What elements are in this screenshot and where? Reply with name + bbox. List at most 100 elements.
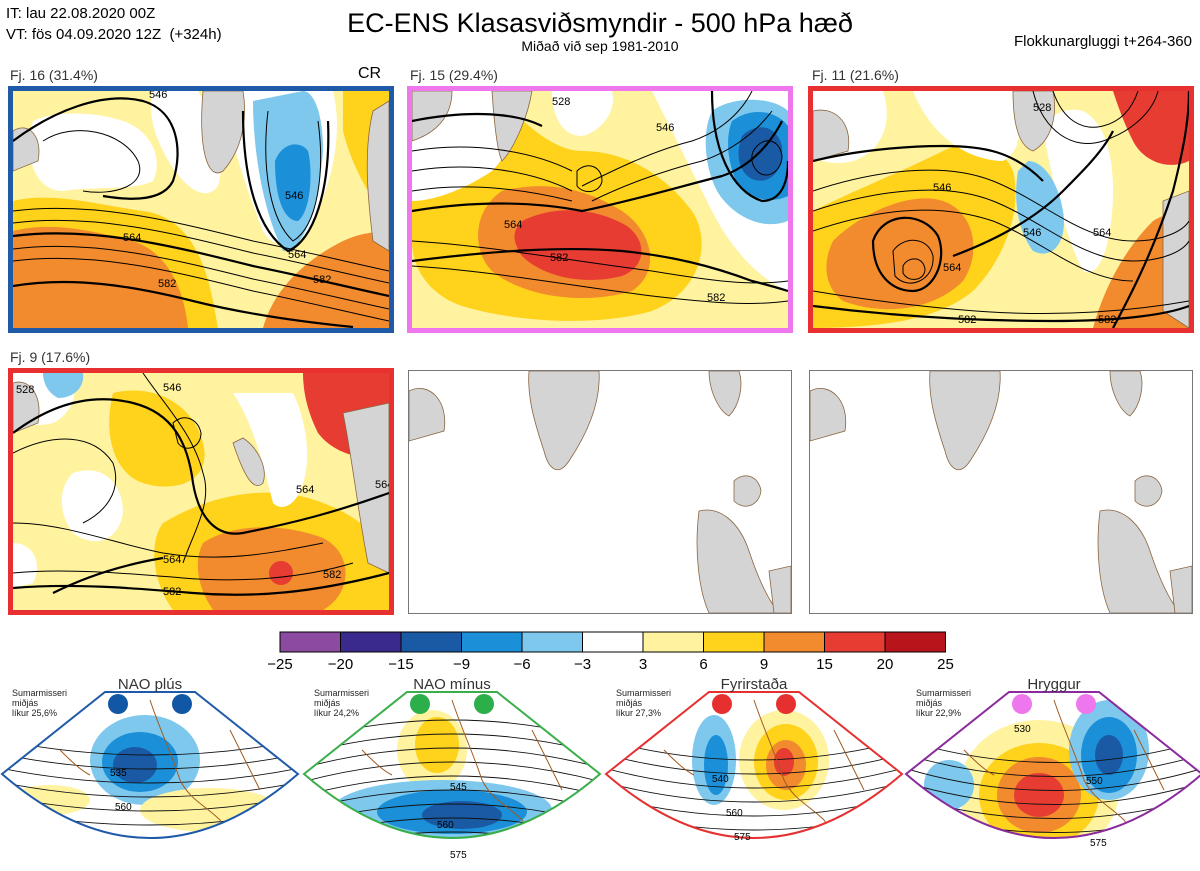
panel-3-contour-label: 582: [958, 314, 976, 326]
panel-4-contour-label: 546: [163, 382, 181, 394]
regime-markers: [410, 694, 494, 714]
valid-time: VT: fös 04.09.2020 12Z (+324h): [6, 26, 222, 43]
colorbar-swatch: [884, 631, 946, 653]
init-time: IT: lau 22.08.2020 00Z: [6, 5, 156, 22]
colorbar: [279, 631, 946, 653]
panel-2-contour-label: 582: [707, 292, 725, 304]
regime-probability: Sumarmisseri miðjás líkur 27,3%: [616, 688, 672, 718]
regime-contour-label: 550: [1086, 776, 1103, 787]
colorbar-tick-label: −25: [267, 656, 293, 673]
regime-contour-label: 575: [1090, 838, 1107, 849]
regime-dot: [1012, 694, 1032, 714]
regime-dot: [474, 694, 494, 714]
cluster-map-2: 528 546 564 582 582: [407, 86, 793, 333]
panel-4-contour-label: 528: [16, 384, 34, 396]
regime-title: Hryggur: [1027, 676, 1081, 693]
regime-dot: [108, 694, 128, 714]
colorbar-tick-label: 15: [816, 656, 833, 673]
panel-1-contour-label: 582: [158, 278, 176, 290]
colorbar-tick-label: −3: [573, 656, 592, 673]
panel-1-contour-label: 546: [149, 91, 167, 101]
regime-map: 530 550 575: [904, 691, 1200, 849]
chart-subtitle: Miðað við sep 1981-2010: [521, 38, 679, 54]
regime-contour-label: 575: [450, 850, 467, 861]
panel-2-contour-label: 528: [552, 96, 570, 108]
regime-contour-label: 545: [450, 782, 467, 793]
classification-window: Flokkunargluggi t+264-360: [1013, 33, 1192, 50]
regime-title: Fyrirstaða: [720, 676, 788, 693]
panel-3-contour-label: 582: [1098, 314, 1116, 326]
colorbar-swatch: [763, 631, 825, 653]
colorbar-swatch: [279, 631, 341, 653]
panel-4-contour-label: 564: [375, 479, 389, 491]
regime-probability: Sumarmisseri miðjás líkur 25,6%: [12, 688, 68, 718]
colorbar-swatch: [461, 631, 523, 653]
cluster-map-3: 528 546 546 564 564 582 582: [808, 86, 1194, 333]
colorbar-tick-label: 25: [937, 656, 954, 673]
colorbar-tick-label: 9: [759, 656, 769, 673]
regime-frame: [302, 691, 602, 839]
regime-probability: Sumarmisseri miðjás líkur 24,2%: [314, 688, 370, 718]
regime-contour-label: 535: [110, 768, 127, 779]
regime-markers: [1012, 694, 1096, 714]
colorbar-tick-label: 20: [876, 656, 894, 673]
panel-2-label: Fj. 15 (29.4%): [410, 67, 498, 83]
colorbar-swatch: [400, 631, 462, 653]
regime-dot: [776, 694, 796, 714]
colorbar-swatch: [340, 631, 402, 653]
empty-map-5: [408, 370, 792, 614]
header-times: IT: lau 22.08.2020 00Z VT: fös 04.09.2020…: [6, 3, 222, 45]
colorbar-tick-label: −15: [388, 656, 414, 673]
regime-dot: [712, 694, 732, 714]
panel-4-label: Fj. 9 (17.6%): [10, 349, 91, 365]
regime-map: 540 560 575: [604, 691, 904, 843]
regime-frame: [604, 691, 904, 839]
regime-frame: [0, 691, 300, 839]
regime-title: NAO mínus: [413, 676, 491, 693]
panel-1-contour-label: 564: [123, 232, 141, 244]
panel-3-contour-label: 528: [1033, 102, 1051, 114]
colorbar-tick-label: 3: [638, 656, 648, 673]
regime-contour-label: 575: [734, 832, 751, 843]
colorbar-tick-label: −20: [327, 656, 354, 673]
panel-1-label: Fj. 16 (31.4%): [10, 67, 98, 83]
colorbar-swatch: [521, 631, 583, 653]
regime-dot: [410, 694, 430, 714]
panel-4-contour-label: 582: [323, 569, 341, 581]
regime-dot: [1076, 694, 1096, 714]
regime-frame: [904, 691, 1200, 839]
regime-markers: [712, 694, 796, 714]
panel-4-contour-label: 564: [296, 484, 314, 496]
regime-contour-label: 560: [115, 802, 132, 813]
regime-map: 535 560: [0, 691, 300, 839]
panel-2-contour-label: 546: [656, 122, 674, 134]
regime-contour-label: 530: [1014, 724, 1031, 735]
panel-4-contour-label: 564: [163, 554, 181, 566]
colorbar-swatch: [824, 631, 886, 653]
colorbar-tick-label: 6: [699, 656, 708, 673]
colorbar-tick-label: −9: [452, 656, 471, 673]
chart-title: EC-ENS Klasasviðsmyndir - 500 hPa hæð: [347, 8, 853, 38]
panel-3-contour-label: 546: [933, 182, 951, 194]
regime-markers: [108, 694, 192, 714]
panel-2-contour-label: 582: [550, 252, 568, 264]
panel-2-contour-label: 564: [504, 219, 522, 231]
panel-3-contour-label: 564: [943, 262, 961, 274]
colorbar-swatch: [703, 631, 765, 653]
cluster-map-4: 528 546 564 564 564 582 582: [8, 368, 394, 615]
regime-dot: [172, 694, 192, 714]
regime-contour-label: 560: [726, 808, 743, 819]
panel-3-contour-label: 546: [1023, 227, 1041, 239]
colorbar-swatch: [582, 631, 644, 653]
regime-title: NAO plús: [117, 676, 183, 693]
cluster-map-1: 546 546 564 564 582 582: [8, 86, 394, 333]
colorbar-swatch: [642, 631, 704, 653]
panel-1-contour-label: 582: [313, 274, 331, 286]
regime-probability: Sumarmisseri miðjás líkur 22,9%: [916, 688, 972, 718]
panel-3-label: Fj. 11 (21.6%): [812, 67, 899, 83]
regime-contour-label: 540: [712, 774, 729, 785]
empty-map-6: [809, 370, 1193, 614]
regime-contour-label: 560: [437, 820, 454, 831]
panel-4-contour-label: 582: [163, 586, 181, 598]
panel-1-tag: CR: [358, 65, 382, 82]
